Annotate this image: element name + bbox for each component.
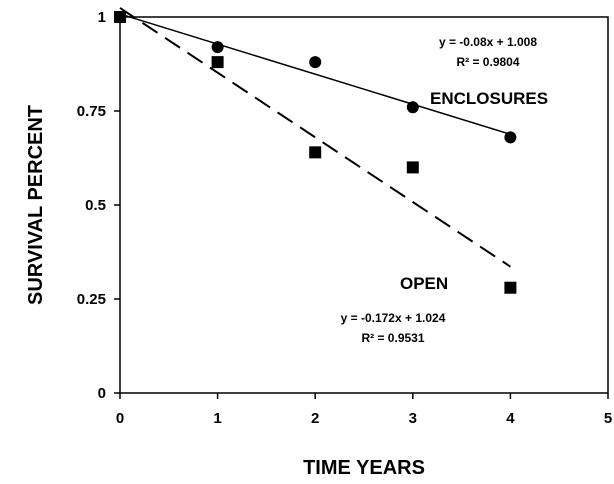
trendlines bbox=[119, 7, 511, 268]
open-data-point bbox=[211, 56, 224, 69]
x-tick-label: 1 bbox=[213, 410, 221, 427]
y-tick-label: 0 bbox=[98, 385, 106, 402]
enclosures-r-squared: R² = 0.9804 bbox=[456, 55, 519, 69]
enclosures-trendline bbox=[119, 13, 511, 136]
enclosures-equation: y = -0.08x + 1.008 bbox=[439, 35, 537, 49]
enclosures-data-point bbox=[406, 101, 419, 114]
open-trendline bbox=[119, 7, 511, 268]
y-tick-label: 1 bbox=[98, 9, 106, 26]
x-tick-label: 3 bbox=[409, 410, 417, 427]
open-equation: y = -0.172x + 1.024 bbox=[341, 311, 446, 325]
open-data-point bbox=[309, 146, 322, 159]
x-tick-label: 2 bbox=[311, 410, 319, 427]
open-data-point bbox=[504, 281, 517, 294]
enclosures-data-point bbox=[309, 56, 322, 69]
open-r-squared: R² = 0.9531 bbox=[361, 331, 424, 345]
y-tick-label: 0.25 bbox=[77, 291, 106, 308]
y-tick-label: 0.5 bbox=[85, 197, 106, 214]
y-tick-label: 0.75 bbox=[77, 103, 106, 120]
axis-ticks: 0 1 2 3 4 5 0 0.25 0.5 0.75 1 bbox=[77, 9, 612, 427]
open-data-point bbox=[114, 11, 126, 23]
enclosures-series-label: ENCLOSURES bbox=[430, 89, 548, 108]
open-series-label: OPEN bbox=[400, 274, 448, 293]
x-axis-title: TIME YEARS bbox=[303, 457, 425, 479]
open-data-point bbox=[406, 161, 419, 174]
enclosures-data-point bbox=[211, 41, 224, 54]
x-tick-label: 0 bbox=[116, 410, 124, 427]
enclosures-data-point bbox=[504, 131, 517, 144]
x-tick-label: 4 bbox=[506, 410, 515, 427]
y-axis-title: SURVIVAL PERCENT bbox=[25, 105, 47, 305]
x-tick-label: 5 bbox=[604, 410, 612, 427]
data-markers bbox=[114, 11, 517, 294]
